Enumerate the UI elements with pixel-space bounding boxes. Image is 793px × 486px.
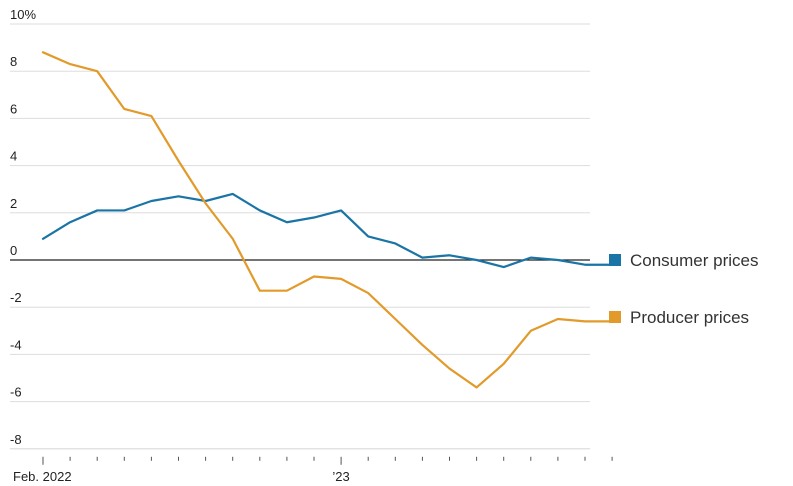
y-tick-label: -8 xyxy=(10,432,22,447)
y-axis-labels: 10% 8 6 4 2 0 -2 -4 -6 -8 xyxy=(10,7,36,447)
y-tick-label: 4 xyxy=(10,149,17,164)
x-axis: Feb. 2022 ’23 xyxy=(10,448,613,484)
series-line-1 xyxy=(41,51,614,389)
y-tick-label: 8 xyxy=(10,54,17,69)
legend: Consumer prices Producer prices xyxy=(609,251,759,327)
legend-label: Consumer prices xyxy=(630,251,759,270)
x-tick-label: ’23 xyxy=(332,469,349,484)
y-tick-label: -2 xyxy=(10,290,22,305)
y-tick-label: -4 xyxy=(10,337,22,352)
series-line-0 xyxy=(41,192,614,269)
y-tick-label: 6 xyxy=(10,101,17,116)
legend-swatch xyxy=(609,254,621,266)
y-tick-label: 2 xyxy=(10,196,17,211)
y-tick-label: -6 xyxy=(10,385,22,400)
y-tick-label: 0 xyxy=(10,243,17,258)
legend-label: Producer prices xyxy=(630,308,749,327)
gridlines xyxy=(10,23,590,450)
x-tick-label: Feb. 2022 xyxy=(13,469,72,484)
series-lines xyxy=(41,51,614,389)
legend-swatch xyxy=(609,311,621,323)
y-tick-label: 10% xyxy=(10,7,36,22)
